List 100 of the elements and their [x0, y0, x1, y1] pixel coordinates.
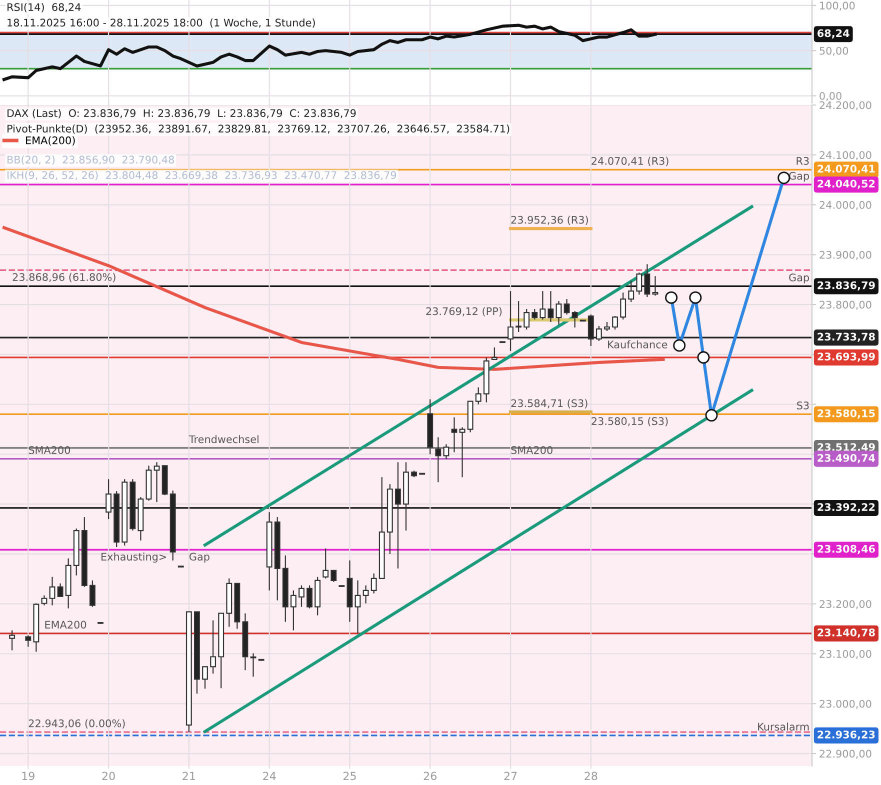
x-tick-label: 25	[343, 772, 356, 780]
candlestick	[435, 436, 442, 483]
candlestick	[9, 630, 16, 651]
annotation: SMA200	[511, 446, 552, 454]
y-tick-label: 24.100,00	[820, 151, 872, 160]
candlestick	[556, 300, 562, 326]
ref-line-label: 23.392,22	[818, 503, 875, 512]
x-tick-label: 19	[22, 772, 34, 780]
annotation: 23.580,15 (S3)	[592, 417, 668, 426]
candlestick	[596, 325, 602, 342]
ref-line-label: 23.308,46	[818, 544, 875, 554]
y-tick-label: 23.100,00	[820, 650, 872, 659]
annotation: 22.943,06 (0.00%)	[28, 719, 125, 728]
y-tick-label: 23.000,00	[820, 700, 872, 709]
candlestick	[491, 346, 498, 360]
ref-line-label: 22.936,23	[818, 730, 875, 740]
x-tick-label: 26	[424, 772, 436, 780]
y-tick-label: 0,00	[820, 92, 842, 101]
x-tick-label: 27	[504, 772, 517, 780]
annotation: Gap	[190, 552, 210, 563]
annotation: 23.868,96 (61.80%)	[12, 272, 116, 282]
annotation: IKH(9, 26, 52, 26) 23.804,48 23.669,38 23.736,93 23.470,77 23.836,79	[8, 171, 396, 180]
candlestick	[620, 292, 626, 320]
candlestick	[25, 634, 32, 648]
annotation: 23.584,71 (S3)	[511, 399, 588, 408]
annotation: Kursalarm	[758, 722, 809, 731]
text: Pivot-Punkte(D) (23952.36, 23891.67, 23829.81, 23769.12, 23707.26, 23646.57, 23584.71)	[8, 124, 510, 134]
candlestick	[250, 652, 256, 678]
x-tick-label: 20	[102, 772, 115, 780]
candlestick	[290, 590, 296, 631]
y-tick-label: 24.000,00	[820, 201, 872, 210]
candlestick	[49, 576, 56, 606]
ref-line-label: 23.512,49	[818, 443, 875, 452]
y-tick-label: 50,00	[820, 46, 848, 56]
ref-line-label: 23.693,99	[818, 352, 875, 362]
candlestick	[475, 386, 482, 405]
candlestick	[572, 310, 578, 328]
candlestick	[41, 594, 48, 606]
candlestick	[322, 548, 329, 579]
annotation: BB(20, 2) 23.856,90 23.790,48	[8, 156, 174, 165]
candlestick	[451, 416, 458, 453]
y-tick-label: 23.900,00	[820, 250, 872, 260]
y-tick-label: 22.900,00	[820, 750, 872, 759]
candlestick	[564, 298, 570, 316]
candlestick	[532, 308, 538, 320]
candlestick	[154, 462, 160, 503]
annotation: S3	[797, 402, 809, 410]
ref-line-label: 24.040,52	[818, 180, 875, 189]
candlestick	[89, 580, 96, 608]
candlestick	[524, 308, 530, 330]
y-tick-label: 23.200,00	[820, 600, 872, 610]
annotation: Kaufchance	[608, 340, 668, 348]
y-tick-label: 100,00	[820, 2, 855, 11]
candlestick	[210, 620, 216, 674]
y-tick-label: 24.200,00	[820, 101, 872, 110]
candlestick	[362, 584, 369, 604]
x-tick-label: 28	[584, 772, 598, 780]
candlestick	[612, 315, 618, 330]
candlestick	[298, 584, 304, 608]
ref-line-label: 23.490,74	[818, 454, 876, 464]
candlestick	[628, 280, 634, 303]
candlestick	[354, 580, 361, 634]
annotation: Gap	[789, 274, 810, 284]
annotation: R3	[796, 156, 809, 165]
candlestick	[443, 444, 450, 460]
candlestick	[394, 462, 401, 570]
annotation: SMA200	[28, 446, 70, 454]
candlestick	[540, 290, 546, 320]
candlestick	[652, 276, 658, 296]
candlestick	[202, 666, 208, 690]
candlestick	[508, 290, 514, 352]
candlestick	[370, 572, 377, 594]
chart-title: RSI(14) 68,24	[8, 3, 81, 12]
ref-line-label: 24.070,41	[818, 164, 875, 174]
ref-line-label: 23.733,78	[818, 332, 875, 342]
candlestick	[636, 272, 642, 296]
annotation: 24.070,41 (R3)	[592, 156, 668, 166]
candlestick	[644, 264, 650, 298]
candlestick	[106, 478, 112, 520]
candlestick	[548, 290, 554, 323]
ref-line-label: 23.836,79	[818, 281, 875, 291]
candlestick	[516, 300, 522, 333]
annotation: Exhausting>	[102, 552, 166, 563]
chart-title: DAX (Last) O: 23.836,79 H: 23.836,79 L: 23.836,79 C: 23.836,79	[8, 109, 356, 118]
ref-line-label: 23.140,78	[818, 628, 875, 638]
annotation: Trendwechsel	[188, 435, 258, 444]
x-tick-label: 21	[182, 772, 195, 780]
candlestick	[306, 584, 312, 609]
ref-line-label: 23.580,15	[818, 409, 875, 419]
annotation: 23.952,36 (R3)	[511, 216, 588, 225]
annotation: 23.769,12 (PP)	[426, 307, 502, 316]
candlestick	[57, 582, 64, 598]
text: 18.11.2025 16:00 - 28.11.2025 18:00 (1 Woche, 1 Stunde)	[8, 18, 315, 28]
annotation: EMA200	[45, 620, 86, 629]
y-tick-label: 23.800,00	[820, 300, 872, 310]
ref-line-label: 68,24	[818, 29, 850, 38]
x-tick-label: 24	[263, 772, 276, 780]
legend-label: EMA(200)	[26, 136, 75, 146]
candlestick	[459, 426, 466, 478]
candlestick	[330, 570, 337, 582]
